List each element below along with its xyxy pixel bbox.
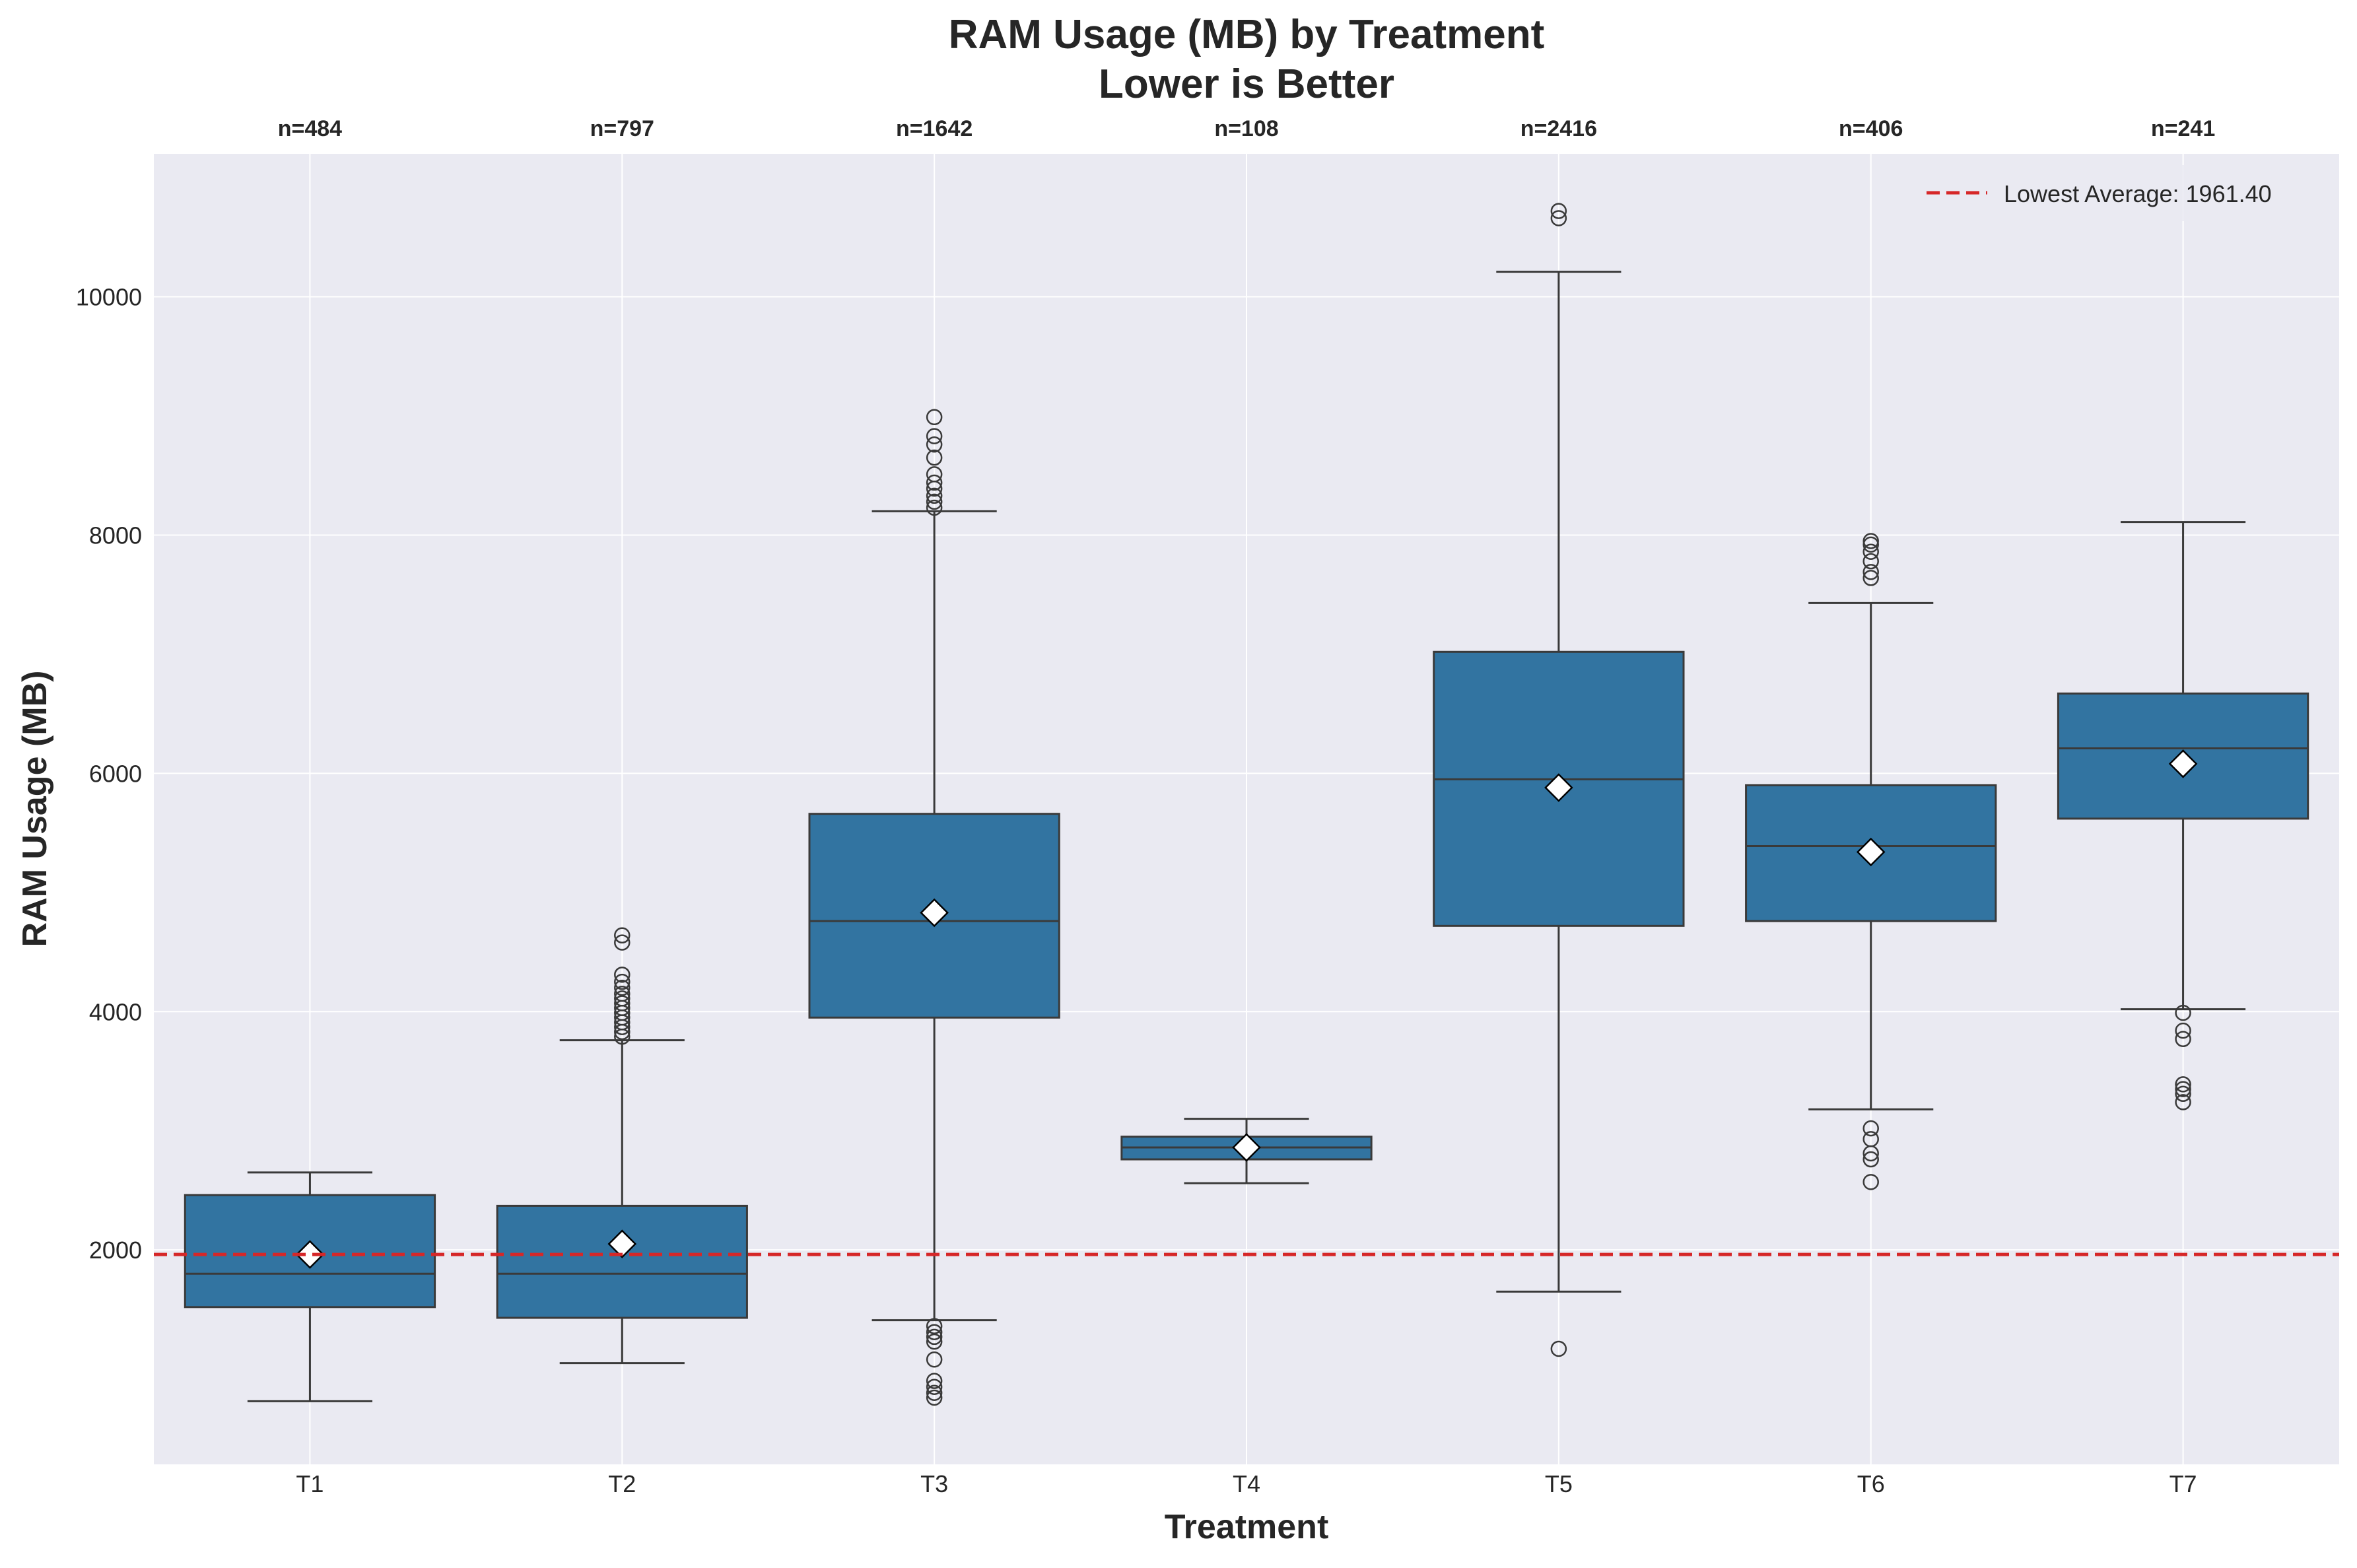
- outlier-point: [1862, 533, 1879, 549]
- outlier-point: [1862, 553, 1879, 570]
- count-label: n=241: [2151, 116, 2215, 141]
- outlier-point: [926, 1333, 943, 1350]
- outlier-point: [1862, 564, 1879, 580]
- outlier-point: [926, 487, 943, 504]
- outlier-point: [926, 449, 943, 466]
- count-labels: n=484 n=797 n=1642 n=108 n=2416 n=406 n=241: [278, 116, 2216, 141]
- outlier-point: [926, 1324, 943, 1340]
- outlier-point: [926, 474, 943, 491]
- mean-marker: [2168, 749, 2198, 778]
- outlier-point: [1862, 1174, 1879, 1190]
- mean-marker: [1544, 773, 1573, 802]
- box-t5: [1433, 203, 1685, 1357]
- outlier-point: [2175, 1004, 2191, 1021]
- outlier-point: [1862, 543, 1879, 560]
- legend-label: Lowest Average: 1961.40: [2004, 180, 2272, 207]
- x-axis-label: Treatment: [1165, 1508, 1329, 1546]
- outlier-point: [926, 1389, 943, 1406]
- y-axis-label: RAM Usage (MB): [16, 671, 54, 947]
- x-tick-label: T6: [1857, 1470, 1885, 1497]
- outlier-point: [926, 1373, 943, 1389]
- legend: Lowest Average: 1961.40: [1905, 165, 2331, 221]
- boxes: [184, 203, 2309, 1406]
- outlier-point: [2175, 1094, 2191, 1110]
- outlier-point: [1550, 203, 1567, 219]
- outlier-point: [1550, 1340, 1567, 1357]
- outlier-point: [2175, 1081, 2191, 1097]
- box-t1: [184, 1171, 436, 1402]
- x-tick-label: T3: [920, 1470, 948, 1497]
- x-tick-label: T7: [2169, 1470, 2197, 1497]
- outlier-point: [2175, 1085, 2191, 1103]
- outlier-point: [1862, 536, 1879, 553]
- box-t4: [1120, 1118, 1373, 1184]
- outlier-point: [926, 436, 943, 453]
- outlier-point: [614, 927, 631, 944]
- y-tick-label: 6000: [89, 760, 142, 787]
- mean-marker: [1232, 1133, 1261, 1162]
- mean-marker: [1856, 837, 1886, 867]
- outlier-point: [614, 979, 631, 996]
- count-label: n=484: [278, 116, 342, 141]
- outlier-point: [926, 428, 943, 444]
- outlier-point: [926, 1318, 943, 1334]
- outlier-point: [614, 985, 631, 1002]
- count-label: n=2416: [1520, 116, 1597, 141]
- mean-marker: [295, 1240, 325, 1269]
- outlier-point: [614, 934, 631, 951]
- outlier-point: [1862, 1120, 1879, 1137]
- outlier-point: [926, 493, 943, 510]
- x-tick-label: T4: [1233, 1470, 1260, 1497]
- outlier-point: [1862, 1151, 1879, 1168]
- chart-title: RAM Usage (MB) by Treatment: [949, 12, 1545, 57]
- outlier-point: [1862, 570, 1879, 586]
- outlier-point: [614, 995, 631, 1011]
- outlier-point: [926, 466, 943, 483]
- box-t6: [1745, 533, 1997, 1190]
- x-tick-label: T2: [608, 1470, 636, 1497]
- mean-marker: [607, 1229, 637, 1258]
- outlier-point: [2175, 1076, 2191, 1093]
- outlier-point: [926, 1384, 943, 1401]
- count-label: n=406: [1839, 116, 1903, 141]
- outlier-point: [926, 1351, 943, 1368]
- outlier-point: [1550, 210, 1567, 226]
- chart-subtitle: Lower is Better: [1099, 61, 1394, 107]
- y-tick-label: 8000: [89, 522, 142, 549]
- count-label: n=797: [590, 116, 654, 141]
- outlier-point: [926, 1379, 943, 1395]
- outlier-point: [926, 409, 943, 426]
- legend-frame: [1905, 165, 2331, 221]
- outlier-point: [926, 499, 943, 516]
- x-tick-label: T1: [296, 1470, 324, 1497]
- outlier-point: [2175, 1031, 2191, 1048]
- mean-marker: [920, 898, 949, 928]
- x-tick-label: T5: [1545, 1470, 1573, 1497]
- box-t3: [808, 409, 1060, 1406]
- y-tick-labels: 2000 4000 6000 8000 10000: [76, 284, 142, 1264]
- y-tick-label: 10000: [76, 284, 142, 311]
- outlier-point: [614, 967, 631, 983]
- x-tick-labels: T1 T2 T3 T4 T5 T6 T7: [296, 1470, 2197, 1497]
- box-t2: [496, 927, 748, 1365]
- box-t7: [2057, 521, 2309, 1110]
- outlier-point: [614, 973, 631, 990]
- outlier-point: [614, 990, 631, 1007]
- outlier-point: [2175, 1022, 2191, 1039]
- outlier-point: [1862, 1131, 1879, 1147]
- iqr-box: [496, 1204, 748, 1319]
- y-tick-label: 4000: [89, 998, 142, 1025]
- count-label: n=1642: [896, 116, 973, 141]
- y-tick-label: 2000: [89, 1237, 142, 1264]
- count-label: n=108: [1214, 116, 1278, 141]
- outlier-point: [926, 1328, 943, 1346]
